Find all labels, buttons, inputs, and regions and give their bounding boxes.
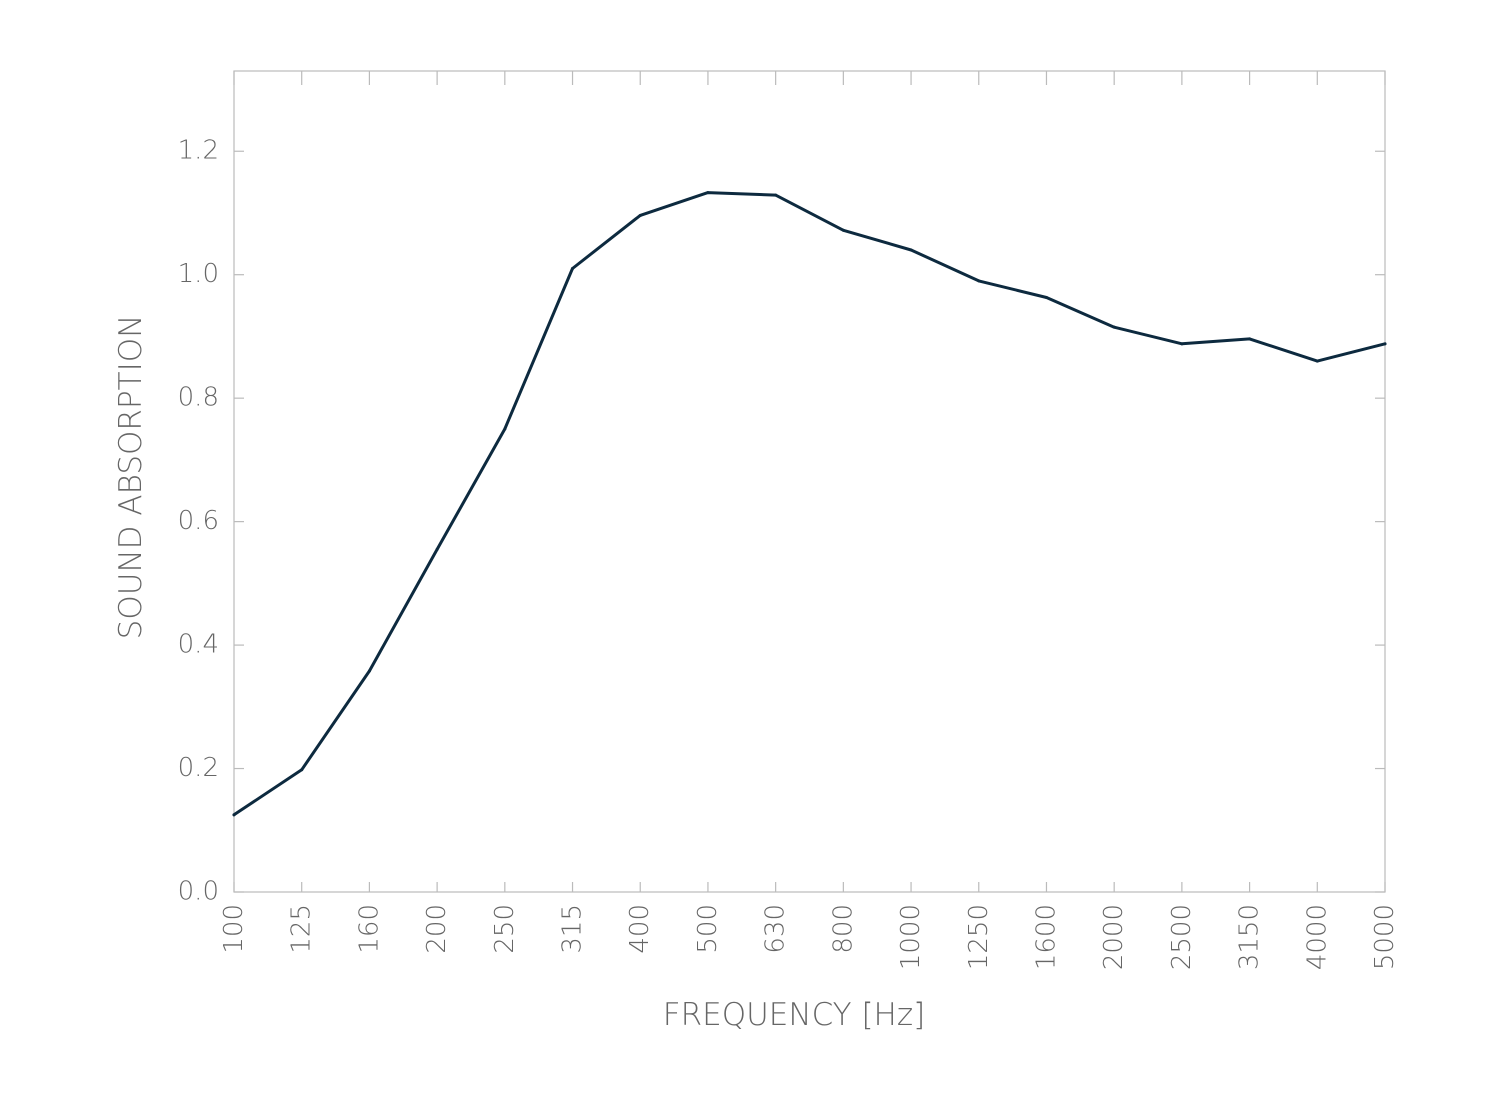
data-point-125 — [300, 768, 304, 772]
data-point-800 — [841, 228, 845, 232]
x-tick-label: 5000 — [1370, 904, 1400, 970]
data-point-1000 — [909, 248, 913, 252]
absorption-series-line — [232, 191, 1387, 817]
x-tick-label: 400 — [625, 904, 655, 954]
x-tick-label: 500 — [693, 904, 723, 954]
data-point-400 — [638, 213, 642, 217]
x-tick-label: 100 — [219, 904, 249, 954]
y-tick-label: 0.8 — [178, 383, 219, 413]
data-point-250 — [503, 427, 507, 431]
data-point-315 — [571, 267, 575, 271]
data-point-1600 — [1044, 296, 1048, 300]
y-tick-label: 0.6 — [178, 506, 219, 536]
x-tick-label: 250 — [490, 904, 520, 954]
data-point-630 — [774, 193, 778, 197]
x-tick-label: 1000 — [896, 904, 926, 970]
data-point-3150 — [1248, 337, 1252, 341]
y-tick-label: 0.0 — [178, 877, 219, 907]
x-tick-label: 2000 — [1099, 904, 1129, 970]
data-point-100 — [232, 813, 236, 817]
data-point-4000 — [1315, 359, 1319, 363]
data-point-5000 — [1383, 342, 1387, 346]
y-tick-label: 1.2 — [178, 136, 219, 166]
x-tick-label: 630 — [761, 904, 791, 954]
data-point-2000 — [1112, 325, 1116, 329]
plot-frame — [233, 70, 1386, 893]
x-tick-label: 1600 — [1031, 904, 1061, 970]
y-axis-title: SOUND ABSORPTION — [113, 315, 149, 640]
y-tick-label: 1.0 — [178, 259, 219, 289]
y-tick-label: 0.2 — [178, 753, 219, 783]
x-tick-label: 160 — [354, 904, 384, 954]
data-point-500 — [706, 191, 710, 195]
x-axis-title: FREQUENCY [Hz] — [663, 997, 926, 1033]
x-tick-label: 4000 — [1302, 904, 1332, 970]
x-tick-label: 800 — [828, 904, 858, 954]
y-tick-label: 0.4 — [178, 630, 219, 660]
x-tick-label: 2500 — [1167, 904, 1197, 970]
x-tick-label: 125 — [287, 904, 317, 954]
x-tick-label: 3150 — [1235, 904, 1265, 970]
data-point-200 — [435, 547, 439, 551]
x-tick-label: 1250 — [964, 904, 994, 970]
data-point-2500 — [1180, 342, 1184, 346]
data-point-1250 — [977, 279, 981, 283]
x-tick-label: 200 — [422, 904, 452, 954]
x-tick-label: 315 — [558, 904, 588, 954]
data-point-160 — [367, 669, 371, 673]
